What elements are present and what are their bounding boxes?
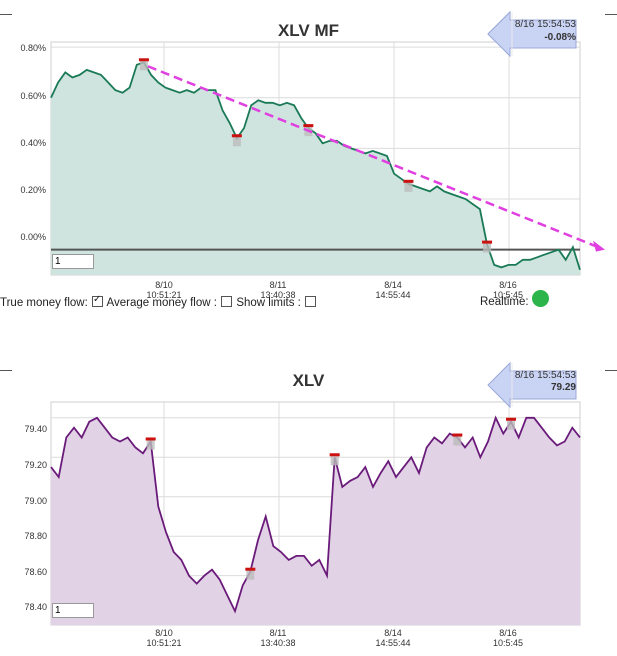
corner-mark-left bbox=[0, 14, 12, 15]
x-tick-time: 10:51:21 bbox=[146, 290, 182, 300]
money-flow-chart bbox=[50, 10, 605, 276]
x-tick: 8/14 14:55:44 bbox=[358, 628, 428, 648]
x-tick-time: 10:51:21 bbox=[146, 638, 182, 648]
y-tick: 79.20 bbox=[24, 460, 47, 470]
x-tick-date: 8/11 bbox=[269, 628, 287, 638]
x-tick: 8/10 10:51:21 bbox=[129, 628, 199, 648]
chart-controls: True money flow: Average money flow : Sh… bbox=[0, 294, 317, 309]
corner-mark-right bbox=[605, 14, 617, 15]
show-limits-label: Show limits : bbox=[236, 297, 301, 309]
x-tick: 8/11 13:40:38 bbox=[243, 280, 313, 300]
x-tick-date: 8/11 bbox=[269, 280, 287, 290]
flag-marker bbox=[452, 433, 463, 437]
x-tick-date: 8/14 bbox=[384, 628, 402, 638]
marker-shadow bbox=[246, 569, 255, 580]
flag-marker bbox=[145, 437, 156, 441]
x-tick: 8/16 10:5:45 bbox=[473, 280, 543, 300]
marker-shadow bbox=[146, 439, 155, 450]
callout-value: -0.08% bbox=[544, 32, 576, 43]
chart-title: XLV bbox=[292, 371, 325, 390]
marker-shadow bbox=[404, 181, 413, 192]
flag-marker bbox=[329, 453, 340, 457]
series-line bbox=[50, 61, 581, 271]
x-tick-date: 8/16 bbox=[499, 280, 517, 290]
x-tick-time: 10:5:45 bbox=[492, 638, 524, 648]
realtime-label: Realtime: bbox=[480, 296, 529, 308]
marker-shadow bbox=[139, 60, 148, 71]
y-tick: 79.00 bbox=[24, 496, 47, 506]
flag-marker bbox=[138, 58, 149, 62]
true-money-flow-checkbox[interactable] bbox=[91, 294, 103, 307]
period-input[interactable]: 1 bbox=[52, 603, 94, 618]
flag-marker bbox=[506, 417, 516, 421]
realtime-status-indicator[interactable] bbox=[532, 290, 549, 307]
corner-mark-left bbox=[0, 370, 12, 371]
marker-shadow bbox=[330, 455, 339, 466]
y-tick: 78.80 bbox=[24, 531, 47, 541]
trend-arrow-head bbox=[593, 240, 605, 252]
series-line bbox=[50, 415, 581, 614]
true-money-flow-label: True money flow: bbox=[0, 297, 88, 309]
x-tick-time: 14:55:44 bbox=[375, 290, 411, 300]
show-limits-checkbox[interactable] bbox=[305, 296, 317, 307]
series-area bbox=[51, 417, 580, 625]
x-tick-date: 8/16 bbox=[499, 628, 517, 638]
flag-marker bbox=[303, 124, 314, 128]
average-money-flow-label: Average money flow : bbox=[106, 297, 217, 309]
average-money-flow-checkbox[interactable] bbox=[221, 296, 233, 307]
x-tick-time: 13:40:38 bbox=[260, 290, 296, 300]
marker-shadow bbox=[453, 435, 462, 446]
x-tick: 8/14 14:55:44 bbox=[358, 280, 428, 300]
marker-shadow bbox=[507, 419, 515, 430]
callout-value: 79.29 bbox=[550, 382, 576, 393]
x-tick: 8/16 10:5:45 bbox=[473, 628, 543, 648]
series-area bbox=[51, 62, 580, 275]
y-tick: 0.60% bbox=[20, 91, 46, 101]
x-tick-time: 13:40:38 bbox=[260, 638, 296, 648]
y-tick: 0.00% bbox=[20, 232, 46, 242]
trend-line bbox=[147, 65, 598, 248]
x-tick-time: 14:55:44 bbox=[375, 638, 411, 648]
callout-arrow bbox=[487, 10, 577, 58]
flag-marker bbox=[245, 567, 256, 571]
flag-marker bbox=[403, 179, 414, 183]
callout-date: 8/16 15:54:53 bbox=[514, 370, 576, 381]
price-panel: XLV 79.40 79.20 79.00 78.80 78.60 78.40 … bbox=[0, 356, 617, 656]
y-tick: 78.60 bbox=[24, 567, 47, 577]
x-tick-date: 8/10 bbox=[155, 280, 173, 290]
marker-shadow bbox=[232, 136, 241, 147]
y-tick: 78.40 bbox=[24, 602, 47, 612]
money-flow-panel: XLV MF 0.80% 0.60% 0.40% 0.20% 0.00% 8/1… bbox=[0, 10, 617, 300]
x-tick: 8/11 13:40:38 bbox=[243, 628, 313, 648]
period-input[interactable]: 1 bbox=[52, 254, 94, 269]
x-tick-date: 8/14 bbox=[384, 280, 402, 290]
callout-arrow bbox=[487, 361, 577, 409]
y-tick: 0.20% bbox=[20, 185, 46, 195]
flag-marker bbox=[482, 240, 493, 244]
x-tick-time: 10:5:45 bbox=[492, 290, 524, 300]
x-tick-date: 8/10 bbox=[155, 628, 173, 638]
callout-date: 8/16 15:54:53 bbox=[514, 19, 576, 30]
y-tick: 0.40% bbox=[20, 138, 46, 148]
corner-mark-right bbox=[605, 370, 617, 371]
x-tick: 8/10 10:51:21 bbox=[129, 280, 199, 300]
y-tick: 0.80% bbox=[20, 43, 46, 53]
price-chart bbox=[50, 361, 581, 626]
marker-shadow bbox=[483, 242, 492, 253]
flag-marker bbox=[231, 134, 242, 138]
chart-title: XLV MF bbox=[277, 21, 340, 40]
y-tick: 79.40 bbox=[24, 424, 47, 434]
